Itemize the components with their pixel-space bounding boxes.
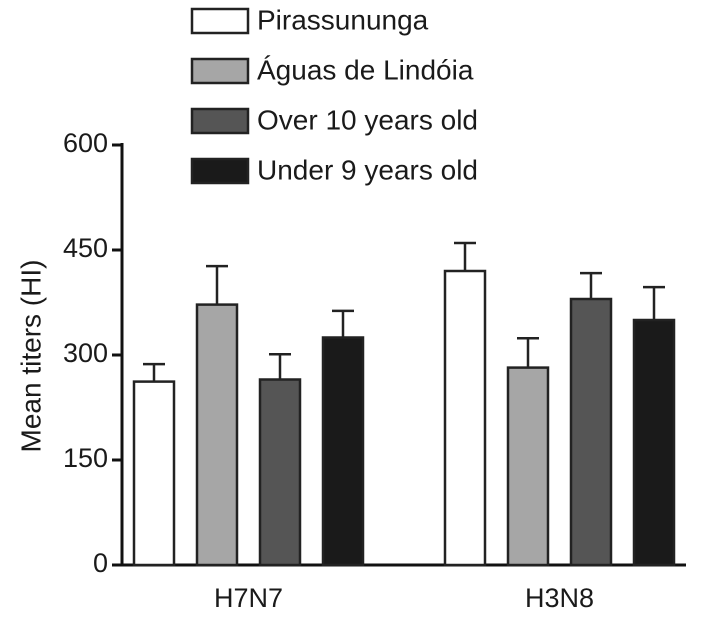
y-tick-label: 0 bbox=[93, 548, 108, 578]
legend-label: Águas de Lindóia bbox=[257, 54, 474, 85]
bars bbox=[132, 241, 676, 567]
legend: Pirassununga Águas de Lindóia Over 10 year… bbox=[190, 4, 478, 185]
bar-h7n7-series-3 bbox=[321, 336, 365, 567]
x-category-labels: H7N7 H3N8 bbox=[214, 583, 594, 613]
bar-h3n8-series-3 bbox=[632, 318, 676, 567]
bar-h7n7-series-2 bbox=[258, 378, 302, 567]
x-category-label: H3N8 bbox=[525, 583, 594, 613]
legend-label: Over 10 years old bbox=[257, 104, 478, 135]
bar-h3n8-series-0 bbox=[443, 269, 487, 567]
y-ticks: 0 150 300 450 600 bbox=[63, 128, 122, 578]
y-tick-label: 300 bbox=[63, 338, 108, 368]
legend-label: Pirassununga bbox=[257, 4, 429, 35]
y-axis-label: Mean titers (HI) bbox=[15, 260, 46, 453]
y-tick-label: 150 bbox=[63, 443, 108, 473]
bar-h7n7-series-1 bbox=[195, 303, 239, 567]
y-tick-label: 600 bbox=[63, 128, 108, 158]
bar-h7n7-series-0 bbox=[132, 380, 176, 567]
legend-label: Under 9 years old bbox=[257, 154, 478, 185]
bar-h3n8-series-2 bbox=[569, 297, 613, 567]
y-tick-label: 450 bbox=[63, 233, 108, 263]
legend-swatch bbox=[190, 157, 250, 185]
legend-swatch bbox=[190, 107, 250, 135]
legend-swatch bbox=[190, 7, 250, 35]
bar-h3n8-series-1 bbox=[506, 366, 550, 567]
legend-swatch bbox=[190, 57, 250, 85]
x-category-label: H7N7 bbox=[214, 583, 283, 613]
